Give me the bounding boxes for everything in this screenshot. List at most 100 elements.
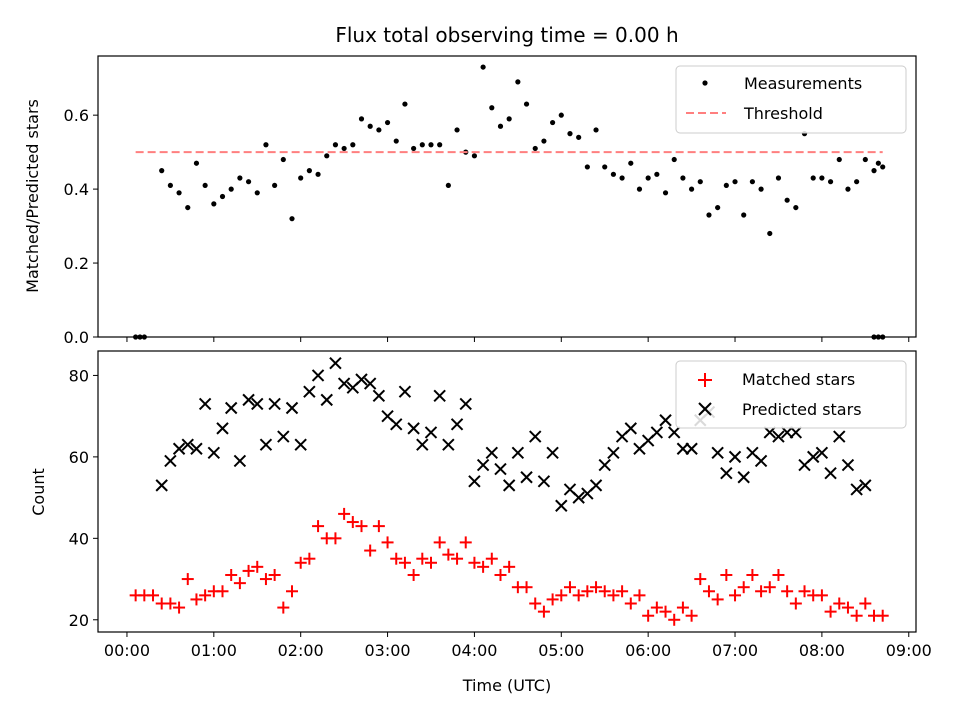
matched-stars-point — [642, 610, 654, 622]
measurement-point — [776, 175, 781, 180]
measurement-point — [281, 157, 286, 162]
predicted-stars-point — [730, 451, 741, 462]
matched-stars-point — [503, 561, 515, 573]
y-tick-label: 40 — [69, 529, 89, 548]
matched-stars-point — [825, 606, 837, 618]
measurement-point — [237, 175, 242, 180]
matched-stars-point — [382, 536, 394, 548]
measurement-point — [472, 153, 477, 158]
predicted-stars-point — [608, 447, 619, 458]
predicted-stars-point — [234, 455, 245, 466]
bottom-y-ticks: 20 40 60 80 — [69, 366, 98, 629]
measurement-point — [446, 183, 451, 188]
matched-stars-point — [277, 602, 289, 614]
measurement-point — [585, 164, 590, 169]
measurement-point — [828, 179, 833, 184]
legend-threshold-label: Threshold — [743, 104, 823, 123]
predicted-stars-point — [512, 447, 523, 458]
predicted-stars-point — [443, 439, 454, 450]
x-tick-label: 01:00 — [191, 641, 237, 660]
predicted-stars-point — [156, 480, 167, 491]
matched-stars-point — [668, 614, 680, 626]
measurement-point — [758, 187, 763, 192]
legend-measurements-marker — [702, 80, 707, 85]
matched-stars-point — [312, 520, 324, 532]
y-tick-label: 0.4 — [64, 180, 89, 199]
measurement-point — [272, 183, 277, 188]
matched-stars-point — [851, 610, 863, 622]
predicted-stars-point — [651, 427, 662, 438]
predicted-stars-point — [660, 415, 671, 426]
y-tick-label: 80 — [69, 366, 89, 385]
measurement-point — [611, 172, 616, 177]
matched-stars-point — [746, 569, 758, 581]
matched-stars-point — [286, 585, 298, 597]
predicted-stars-point — [556, 500, 567, 511]
predicted-stars-point — [226, 403, 237, 414]
chart-title: Flux total observing time = 0.00 h — [335, 23, 678, 47]
legend-matched-label: Matched stars — [742, 370, 855, 389]
predicted-stars-point — [538, 476, 549, 487]
predicted-stars-point — [599, 460, 610, 471]
matched-stars-point — [790, 597, 802, 609]
matched-stars-point — [772, 569, 784, 581]
predicted-stars-point — [486, 447, 497, 458]
measurement-point — [863, 157, 868, 162]
measurement-point — [854, 179, 859, 184]
matched-stars-point — [633, 589, 645, 601]
y-tick-label: 0.6 — [64, 106, 89, 125]
matched-stars-point — [460, 536, 472, 548]
x-tick-label: 04:00 — [451, 641, 497, 660]
measurement-point — [203, 183, 208, 188]
predicted-stars-point — [295, 439, 306, 450]
measurement-point — [593, 127, 598, 132]
measurement-point — [715, 205, 720, 210]
measurement-point — [481, 64, 486, 69]
measurement-point — [663, 190, 668, 195]
measurement-point — [368, 124, 373, 129]
matched-stars-point — [373, 520, 385, 532]
measurement-point — [176, 190, 181, 195]
measurement-point — [307, 168, 312, 173]
x-tick-label: 08:00 — [799, 641, 845, 660]
predicted-stars-point — [217, 423, 228, 434]
measurement-point — [324, 153, 329, 158]
legend-predicted-label: Predicted stars — [742, 400, 862, 419]
measurement-point — [342, 146, 347, 151]
predicted-stars-point — [313, 370, 324, 381]
measurement-point — [871, 168, 876, 173]
measurement-point — [785, 198, 790, 203]
measurement-point — [298, 175, 303, 180]
measurement-point — [350, 142, 355, 147]
measurement-point — [159, 168, 164, 173]
measurement-point — [411, 146, 416, 151]
matched-stars-point — [781, 585, 793, 597]
predicted-stars-point — [825, 468, 836, 479]
predicted-stars-point — [460, 398, 471, 409]
matched-stars-point — [434, 536, 446, 548]
predicted-stars-point — [373, 390, 384, 401]
predicted-stars-point — [478, 460, 489, 471]
measurement-point — [541, 138, 546, 143]
measurement-point — [819, 175, 824, 180]
matched-stars-point — [625, 597, 637, 609]
measurement-point — [185, 205, 190, 210]
matched-stars-point — [729, 589, 741, 601]
measurement-point — [524, 101, 529, 106]
legend-measurements-label: Measurements — [744, 74, 862, 93]
matched-stars-point — [738, 581, 750, 593]
matched-stars-point — [147, 589, 159, 601]
measurement-point — [732, 179, 737, 184]
predicted-stars-point — [434, 390, 445, 401]
predicted-stars-point — [452, 419, 463, 430]
predicted-stars-point — [756, 455, 767, 466]
matched-stars-point — [859, 597, 871, 609]
measurement-point — [385, 120, 390, 125]
y-tick-label: 0.2 — [64, 254, 89, 273]
measurement-point — [246, 179, 251, 184]
y-tick-label: 60 — [69, 448, 89, 467]
measurement-point — [454, 127, 459, 132]
predicted-stars-point — [208, 447, 219, 458]
measurement-point — [698, 179, 703, 184]
matched-stars-point — [408, 569, 420, 581]
